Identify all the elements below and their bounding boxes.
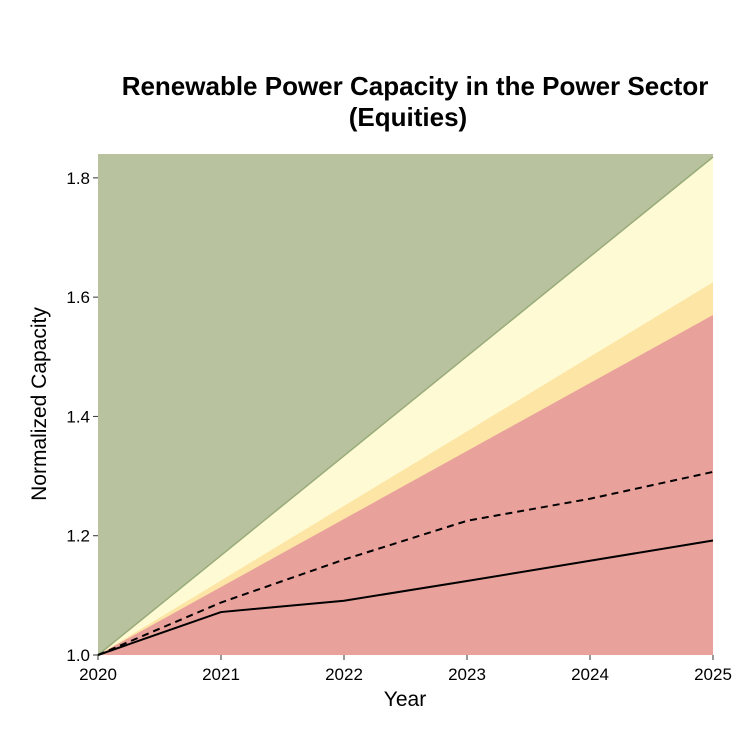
plot-area [97, 154, 714, 656]
y-tick-label: 1.6 [66, 288, 90, 307]
band-red [98, 315, 713, 655]
axes: 2020 2021 2022 2023 2024 2025 1.0 1.2 1.4 1.6 1.8 [66, 169, 732, 684]
y-tick-label: 1.8 [66, 169, 90, 188]
band-edge-line [97, 156, 714, 656]
chart-subtitle: (Equities) [349, 102, 467, 132]
x-tick-label: 2020 [79, 665, 117, 684]
y-tick-label: 1.0 [66, 646, 90, 665]
x-tick-label: 2024 [571, 665, 609, 684]
x-tick-label: 2023 [448, 665, 486, 684]
chart-title: Renewable Power Capacity in the Power Se… [122, 71, 709, 101]
series-line-solid [97, 539, 714, 656]
x-axis-label: Year [384, 688, 426, 711]
y-tick-label: 1.2 [66, 527, 90, 546]
y-axis-label: Normalized Capacity [28, 307, 51, 501]
x-tick-label: 2021 [202, 665, 240, 684]
y-tick-label: 1.4 [66, 407, 90, 426]
x-tick-label: 2022 [325, 665, 363, 684]
x-tick-label: 2025 [694, 665, 732, 684]
series-line-dashed [97, 470, 714, 656]
